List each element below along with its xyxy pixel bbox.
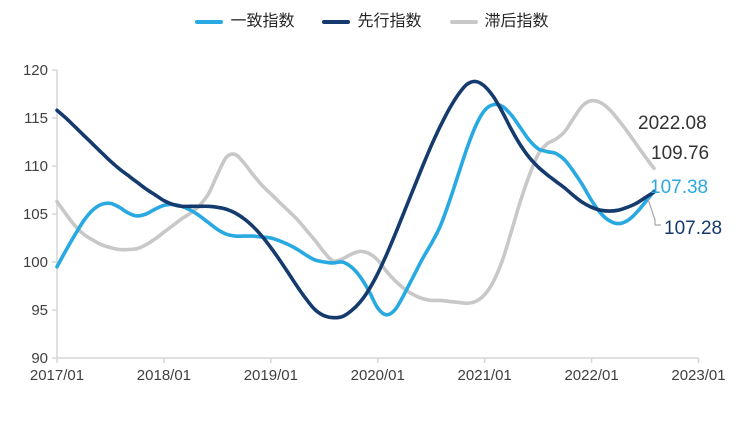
series-line-coincident [55, 102, 656, 317]
y-tick-label: 115 [24, 110, 48, 127]
legend-label-coincident: 一致指数 [230, 13, 295, 30]
x-tick-label: 2017/01 [30, 367, 84, 384]
annotation-label-3: 107.28 [664, 218, 722, 239]
series-line-lagging [55, 98, 656, 306]
annotation-label-2: 107.38 [650, 177, 708, 198]
legend-label-leading: 先行指数 [357, 13, 422, 30]
leader-line [647, 198, 661, 226]
y-tick-label: 110 [24, 158, 48, 175]
y-tick-label: 105 [23, 206, 48, 223]
x-tick-label: 2023/01 [671, 367, 725, 384]
legend-label-lagging: 滞后指数 [484, 13, 549, 30]
y-tick-label: 120 [23, 62, 48, 79]
legend-swatch-lagging [449, 20, 478, 24]
legend-item-lagging: 滞后指数 [449, 13, 549, 30]
x-tick-label: 2018/01 [137, 367, 191, 384]
x-tick-label: 2022/01 [564, 367, 618, 384]
y-tick-label: 90 [31, 350, 48, 367]
x-tick-label: 2021/01 [458, 367, 512, 384]
x-tick-label: 2019/01 [244, 367, 298, 384]
y-tick-label: 95 [31, 302, 48, 319]
series-line-leading [55, 79, 656, 320]
legend-swatch-leading [322, 20, 351, 24]
legend-item-leading: 先行指数 [322, 13, 422, 30]
legend-item-coincident: 一致指数 [195, 14, 294, 30]
x-tick-label: 2020/01 [351, 367, 405, 384]
annotation-label-1: 109.76 [651, 143, 709, 164]
legend-swatch-coincident [195, 20, 224, 24]
legend: 一致指数 先行指数 滞后指数 [0, 14, 744, 30]
annotation-label-0: 2022.08 [638, 113, 707, 134]
y-tick-label: 100 [23, 254, 48, 271]
